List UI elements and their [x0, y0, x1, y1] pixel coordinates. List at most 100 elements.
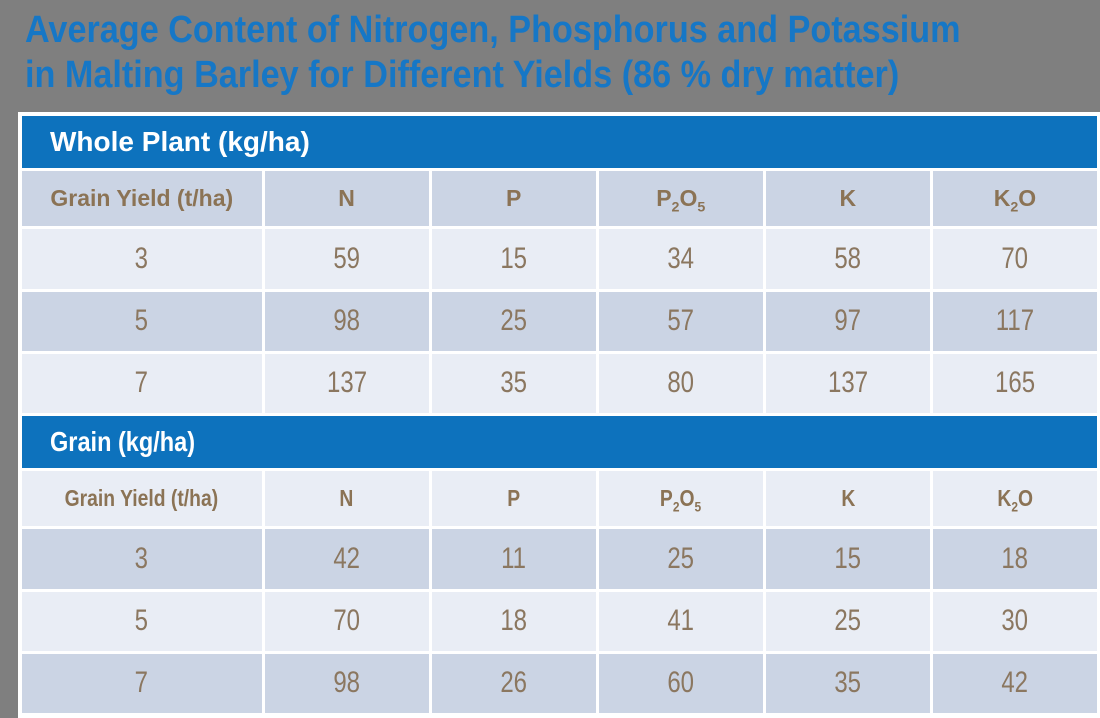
- page-title: Average Content of Nitrogen, Phosphorus …: [25, 8, 1064, 98]
- cell-k2o: 70: [932, 229, 1097, 289]
- column-header-label: Grain Yield (t/ha): [50, 185, 234, 212]
- column-header-label: K: [840, 485, 855, 512]
- cell-value: 98: [333, 304, 360, 338]
- cell-value: 7: [135, 666, 149, 700]
- column-header-n: N: [264, 171, 429, 227]
- column-header-label: K2O: [997, 485, 1033, 516]
- cell-value: 42: [333, 541, 360, 575]
- cell-value: 34: [667, 241, 695, 275]
- cell-k2o: 165: [932, 353, 1097, 413]
- cell-p: 25: [431, 291, 596, 351]
- column-header-k: K: [765, 171, 930, 227]
- cell-value: 137: [827, 366, 868, 400]
- cell-k: 25: [765, 591, 930, 651]
- cell-grain-yield: 5: [22, 591, 262, 651]
- cell-k: 137: [765, 353, 930, 413]
- cell-value: 59: [333, 241, 360, 275]
- nutrient-table: Whole Plant (kg/ha) Grain Yield (t/ha) N P P…: [19, 113, 1100, 716]
- cell-value: 98: [333, 666, 360, 700]
- cell-value: 165: [994, 366, 1035, 400]
- cell-n: 59: [264, 229, 429, 289]
- table-row: 5 98 25 57 97 117: [22, 291, 1097, 351]
- cell-value: 15: [500, 241, 528, 275]
- column-header-grain-yield: Grain Yield (t/ha): [22, 171, 262, 227]
- column-header-k: K: [765, 471, 930, 527]
- column-header-row: Grain Yield (t/ha) N P P2O5 K K2O: [22, 171, 1097, 227]
- cell-p2o5: 60: [598, 653, 763, 713]
- section-title: Whole Plant (kg/ha): [50, 126, 310, 158]
- cell-value: 117: [995, 304, 1035, 338]
- cell-value: 137: [326, 366, 367, 400]
- cell-p: 18: [431, 591, 596, 651]
- cell-value: 80: [667, 366, 695, 400]
- column-header-label: K2O: [993, 185, 1037, 216]
- title-line-1: Average Content of Nitrogen, Phosphorus …: [25, 9, 961, 51]
- cell-p: 15: [431, 229, 596, 289]
- cell-n: 42: [264, 529, 429, 589]
- cell-value: 18: [1001, 541, 1029, 575]
- cell-value: 3: [135, 541, 149, 575]
- table-row: 5 70 18 41 25 30: [22, 591, 1097, 651]
- section-header-cell: Grain (kg/ha): [22, 415, 1097, 469]
- column-header-p2o5: P2O5: [598, 471, 763, 527]
- cell-value: 58: [834, 241, 862, 275]
- cell-k: 15: [765, 529, 930, 589]
- cell-value: 42: [1001, 666, 1029, 700]
- cell-value: 70: [333, 604, 360, 638]
- cell-p2o5: 34: [598, 229, 763, 289]
- section-title: Grain (kg/ha): [50, 426, 196, 458]
- cell-value: 35: [500, 366, 528, 400]
- nutrient-table-wrapper: Whole Plant (kg/ha) Grain Yield (t/ha) N P P…: [18, 112, 1100, 718]
- column-header-label: N: [339, 485, 354, 512]
- cell-n: 98: [264, 653, 429, 713]
- column-header-label: P: [505, 185, 522, 212]
- table-row: 3 42 11 25 15 18: [22, 529, 1097, 589]
- cell-n: 98: [264, 291, 429, 351]
- cell-grain-yield: 7: [22, 653, 262, 713]
- cell-value: 25: [667, 541, 695, 575]
- column-header-p: P: [431, 471, 596, 527]
- cell-value: 18: [500, 604, 528, 638]
- cell-n: 137: [264, 353, 429, 413]
- cell-grain-yield: 5: [22, 291, 262, 351]
- cell-value: 30: [1001, 604, 1029, 638]
- cell-value: 7: [135, 366, 149, 400]
- cell-value: 5: [135, 604, 149, 638]
- cell-n: 70: [264, 591, 429, 651]
- table-row: 7 137 35 80 137 165: [22, 353, 1097, 413]
- cell-k: 58: [765, 229, 930, 289]
- column-header-p2o5: P2O5: [598, 171, 763, 227]
- cell-grain-yield: 7: [22, 353, 262, 413]
- column-header-grain-yield: Grain Yield (t/ha): [22, 471, 262, 527]
- column-header-row: Grain Yield (t/ha) N P P2O5 K K2O: [22, 471, 1097, 527]
- cell-value: 25: [500, 304, 528, 338]
- cell-p: 11: [431, 529, 596, 589]
- cell-value: 70: [1001, 241, 1029, 275]
- column-header-k2o: K2O: [932, 471, 1097, 527]
- cell-value: 97: [834, 304, 862, 338]
- cell-value: 41: [667, 604, 695, 638]
- cell-value: 11: [501, 541, 527, 575]
- cell-p: 26: [431, 653, 596, 713]
- cell-value: 3: [135, 241, 149, 275]
- cell-p: 35: [431, 353, 596, 413]
- cell-p2o5: 25: [598, 529, 763, 589]
- cell-k2o: 18: [932, 529, 1097, 589]
- cell-value: 35: [834, 666, 862, 700]
- column-header-n: N: [264, 471, 429, 527]
- cell-value: 60: [667, 666, 695, 700]
- cell-k: 97: [765, 291, 930, 351]
- column-header-label: P2O5: [660, 485, 702, 516]
- cell-grain-yield: 3: [22, 529, 262, 589]
- cell-value: 25: [834, 604, 862, 638]
- cell-grain-yield: 3: [22, 229, 262, 289]
- cell-k2o: 42: [932, 653, 1097, 713]
- column-header-label: Grain Yield (t/ha): [65, 485, 219, 512]
- cell-value: 5: [135, 304, 149, 338]
- cell-p2o5: 80: [598, 353, 763, 413]
- column-header-label: N: [338, 185, 355, 212]
- table-row: 7 98 26 60 35 42: [22, 653, 1097, 713]
- cell-value: 26: [500, 666, 528, 700]
- section-banner-row: Whole Plant (kg/ha): [22, 116, 1097, 169]
